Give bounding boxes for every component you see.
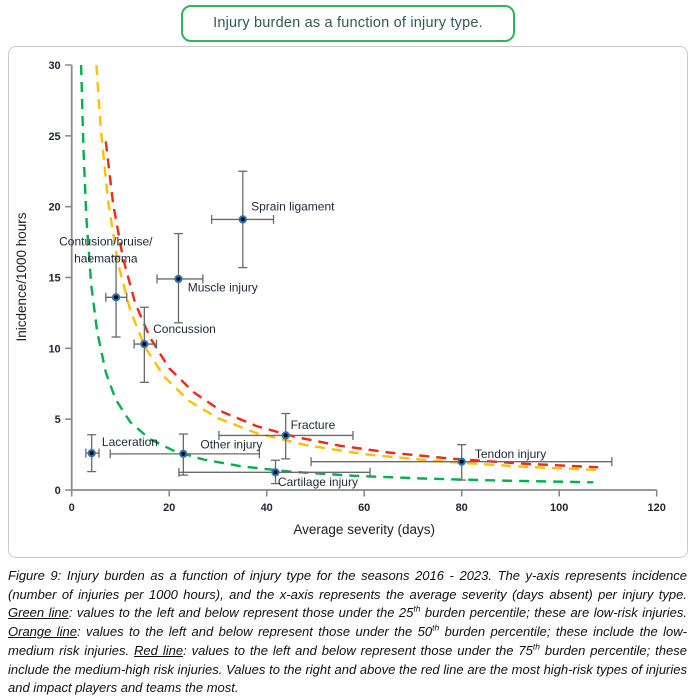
- scatter-marker: [140, 339, 149, 349]
- chart-title: Injury burden as a function of injury ty…: [213, 15, 483, 31]
- point-label: Sprain ligament: [251, 200, 335, 214]
- point-label: Contusion/bruise/: [59, 234, 153, 248]
- scatter-marker: [179, 449, 188, 459]
- y-tick-label: 5: [55, 414, 61, 426]
- point-label: haematoma: [74, 251, 138, 265]
- point-laceration: Laceration: [85, 434, 158, 473]
- chart-title-box: Injury burden as a function of injury ty…: [181, 5, 515, 42]
- curve-orange-50th-percentile: [95, 64, 599, 472]
- y-axis-title: Inicdence/1000 hours: [14, 212, 29, 341]
- y-tick-label: 10: [48, 343, 60, 355]
- point-label: Other injury: [200, 438, 262, 452]
- caption-text: Figure 9: Injury burden as a function of…: [8, 568, 687, 602]
- scatter-marker: [457, 457, 466, 466]
- caption-underlined-term: Green line: [8, 605, 69, 621]
- y-tick-label: 0: [55, 485, 61, 497]
- caption-text: th: [432, 622, 440, 633]
- point-contusion-bruise-haematoma: Contusion/bruise/haematoma: [59, 234, 153, 338]
- x-tick-label: 60: [358, 502, 370, 514]
- x-tick-label: 40: [261, 502, 273, 514]
- caption-text: : values to the left and below represent…: [68, 605, 414, 621]
- point-label: Laceration: [102, 435, 158, 449]
- x-tick-label: 120: [648, 502, 666, 514]
- scatter-marker: [281, 431, 290, 440]
- chart-frame: 0 5 10 15 20 25 30 0 20 40 60 80 100 120 Average sever…: [8, 46, 688, 558]
- x-tick-label: 80: [456, 502, 468, 514]
- point-cartilage-injury: Cartilage injury: [178, 459, 371, 489]
- point-tendon-injury: Tendon injury: [310, 444, 613, 481]
- point-label: Concussion: [153, 322, 216, 336]
- y-tick-label: 15: [48, 272, 60, 284]
- caption-underlined-term: Red line: [134, 642, 184, 658]
- scatter-marker: [271, 468, 280, 477]
- point-label: Cartilage injury: [278, 475, 358, 489]
- x-tick-label: 20: [163, 502, 175, 514]
- curve-red-75th-percentile: [104, 141, 599, 469]
- point-label: Fracture: [291, 418, 336, 432]
- caption-text: : values to the left and below represent…: [77, 624, 433, 640]
- scatter-marker: [111, 293, 121, 302]
- point-label: Muscle injury: [188, 280, 258, 294]
- caption-text: th: [532, 641, 540, 652]
- point-muscle-injury: Muscle injury: [156, 232, 258, 324]
- y-tick-label: 25: [48, 131, 60, 143]
- y-tick-label: 30: [48, 60, 60, 72]
- point-other-injury: Other injury: [109, 433, 262, 476]
- x-tick-label: 100: [550, 502, 568, 514]
- scatter-marker: [174, 274, 183, 284]
- point-concussion: Concussion: [133, 306, 216, 383]
- chart-svg: 0 5 10 15 20 25 30 0 20 40 60 80 100 120 Average sever…: [14, 60, 666, 537]
- page: Injury burden as a function of injury ty…: [0, 5, 696, 698]
- x-tick-label: 0: [69, 502, 75, 514]
- scatter-marker: [238, 215, 247, 224]
- caption-underlined-term: Orange line: [8, 624, 78, 640]
- figure-caption: Figure 9: Injury burden as a function of…: [8, 567, 687, 698]
- curve-green-25th-percentile: [79, 64, 594, 484]
- point-fracture: Fracture: [218, 412, 354, 460]
- caption-text: burden percentile; these include the low…: [8, 624, 687, 658]
- point-label: Tendon injury: [475, 447, 546, 461]
- caption-text: th: [413, 604, 421, 615]
- y-tick-label: 20: [48, 202, 60, 214]
- caption-text: burden percentile; these are low-risk in…: [420, 605, 687, 621]
- x-axis-title: Average severity (days): [293, 522, 435, 537]
- scatter-marker: [87, 449, 96, 458]
- caption-text: : values to the left and below represent…: [183, 642, 533, 658]
- point-sprain-ligament: Sprain ligament: [210, 170, 335, 269]
